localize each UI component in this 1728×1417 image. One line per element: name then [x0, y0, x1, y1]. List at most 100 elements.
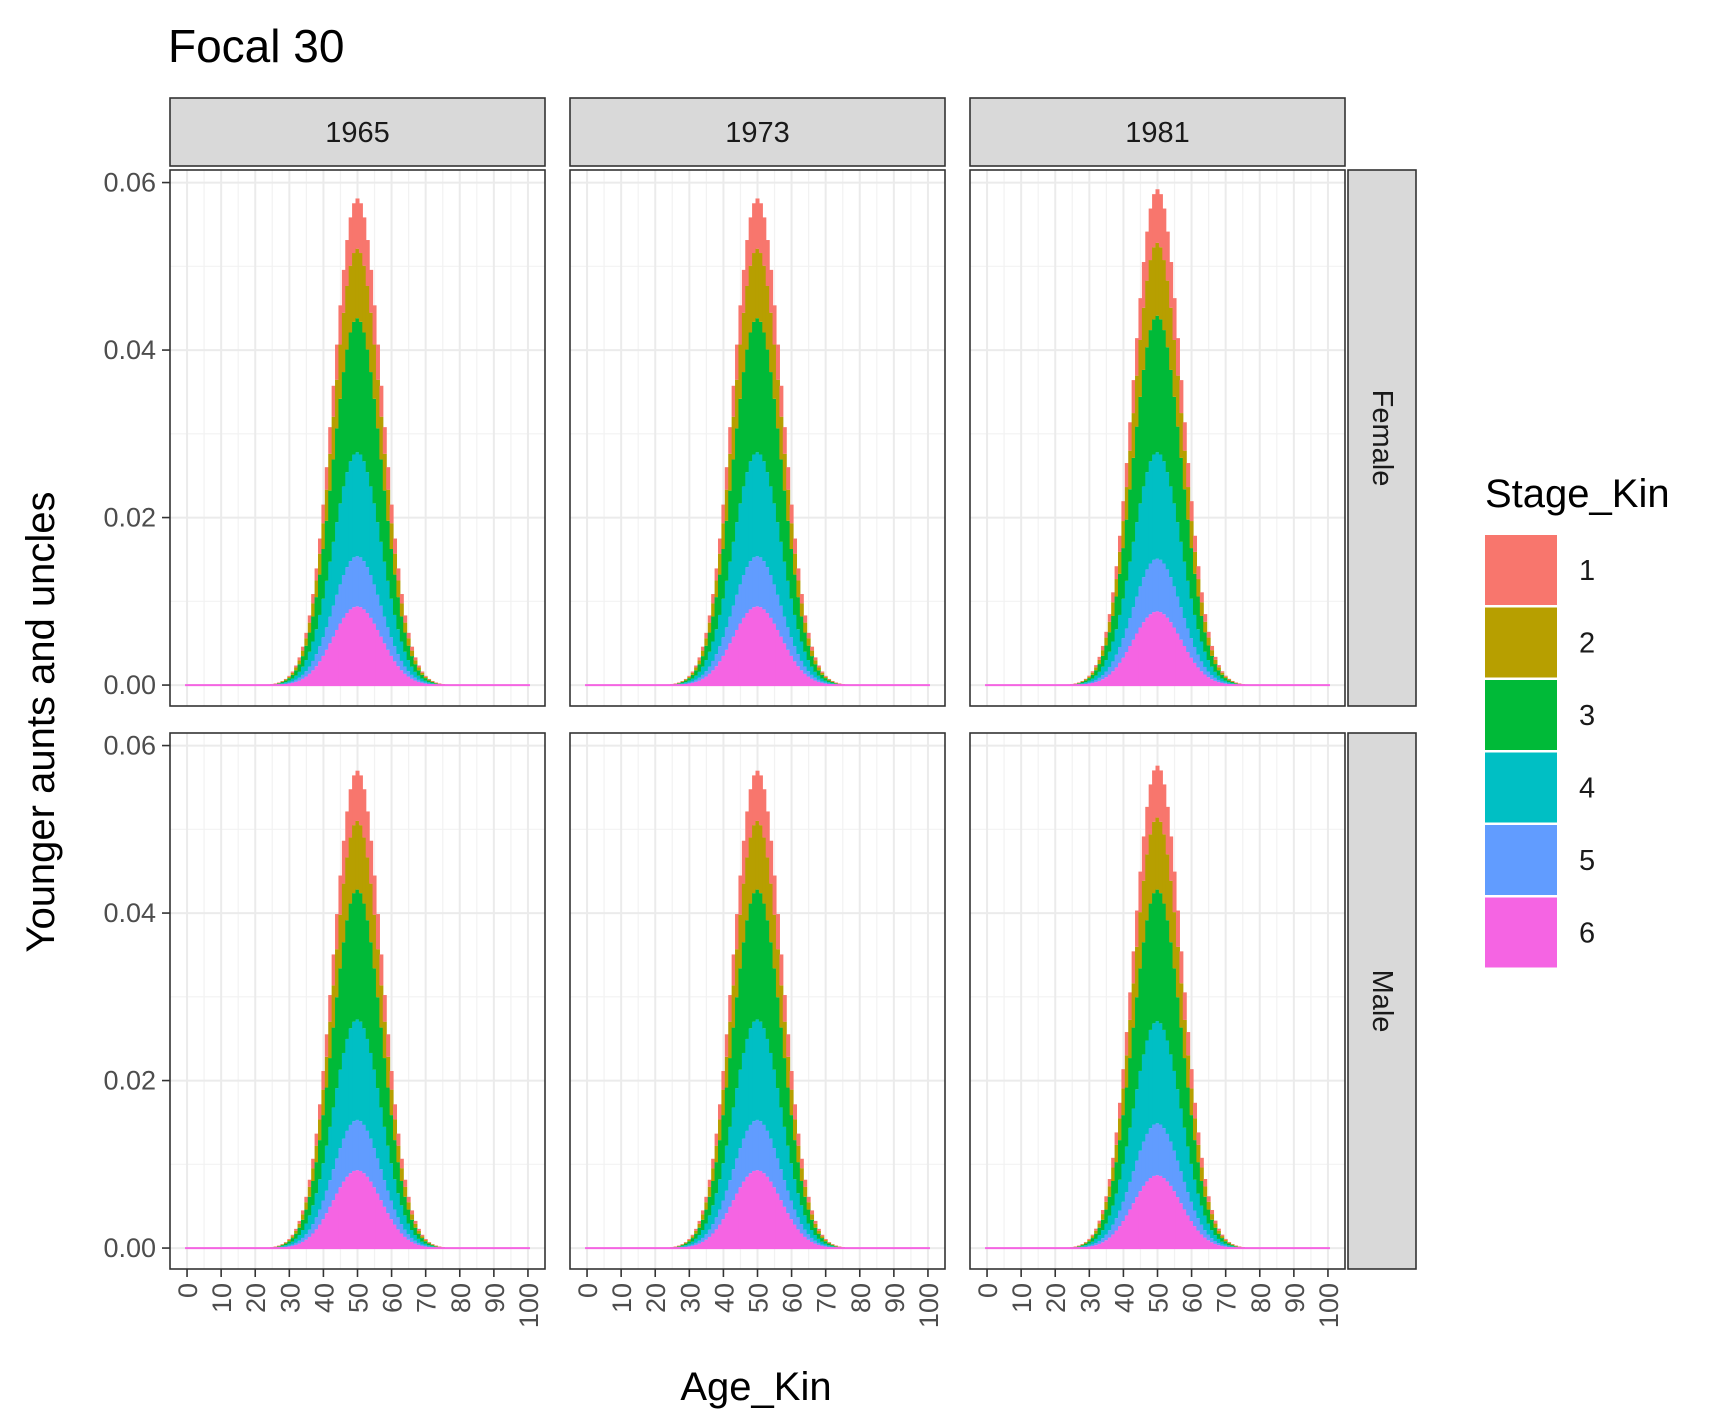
bar-segment-stage-1	[1087, 675, 1092, 677]
bar-segment-stage-3	[433, 683, 438, 684]
bar-segment-stage-6	[375, 629, 380, 686]
bar-segment-stage-4	[1111, 1205, 1116, 1225]
bar-segment-stage-4	[420, 1241, 425, 1245]
bar-segment-stage-4	[345, 472, 350, 568]
bar-segment-stage-5	[741, 575, 746, 618]
bar-segment-stage-2	[748, 837, 753, 904]
bar-segment-stage-3	[1083, 1243, 1088, 1246]
bar-segment-stage-1	[369, 269, 374, 313]
bar-segment-stage-3	[1131, 1027, 1136, 1109]
bar-segment-stage-6	[755, 1170, 760, 1249]
bar-segment-stage-6	[717, 661, 723, 686]
bar-segment-stage-6	[335, 629, 340, 686]
bar-segment-stage-6	[1182, 645, 1187, 686]
bar-segment-stage-4	[745, 1038, 750, 1131]
bar-segment-stage-4	[1128, 561, 1133, 619]
bar-segment-stage-4	[283, 1245, 288, 1247]
bar-segment-stage-6	[386, 649, 391, 686]
bar-segment-stage-4	[324, 580, 329, 628]
bar-segment-stage-4	[1230, 683, 1235, 685]
bar-segment-stage-4	[1182, 1127, 1187, 1182]
bar-segment-stage-4	[392, 1179, 398, 1210]
bar-segment-stage-3	[762, 903, 767, 1029]
bar-segment-stage-2	[362, 837, 367, 904]
bar-segment-stage-4	[410, 666, 415, 675]
bar-segment-stage-3	[1114, 1162, 1119, 1194]
bar-segment-stage-2	[813, 1223, 818, 1228]
bar-segment-stage-1	[420, 1234, 425, 1237]
bar-segment-stage-5	[314, 1217, 319, 1230]
bar-segment-stage-1	[277, 682, 282, 684]
bar-segment-stage-5	[1182, 618, 1187, 646]
x-tick-label: 0	[973, 1283, 1003, 1298]
bar-segment-stage-1	[765, 240, 770, 286]
facet-strip-column	[169, 97, 546, 167]
bar-segment-stage-6	[724, 1213, 729, 1249]
bar-segment-stage-1	[765, 811, 770, 858]
bar-segment-stage-3	[779, 459, 784, 542]
bar-segment-stage-6	[745, 1176, 750, 1249]
bar-segment-stage-2	[1223, 1239, 1228, 1242]
x-tick-label: 0	[173, 1283, 203, 1298]
bar-segment-stage-4	[1203, 651, 1208, 667]
bar-segment-stage-2	[379, 985, 384, 1028]
bar-segment-stage-4	[1152, 1023, 1157, 1125]
bar-segment-stage-3	[1227, 680, 1232, 683]
bar-segment-stage-1	[311, 594, 316, 604]
bar-segment-stage-3	[1114, 596, 1119, 630]
bar-segment-stage-2	[687, 676, 692, 679]
bar-segment-stage-5	[714, 654, 719, 667]
bar-segment-stage-3	[1192, 573, 1198, 615]
bar-segment-stage-4	[283, 682, 288, 684]
bar-segment-stage-1	[752, 775, 757, 826]
bar-segment-stage-6	[1097, 1243, 1102, 1249]
bar-segment-stage-4	[1192, 614, 1198, 647]
bar-segment-stage-3	[1152, 893, 1157, 1024]
panel-border	[169, 169, 546, 707]
bar-segment-stage-6	[1203, 1237, 1208, 1249]
bar-segment-stage-1	[321, 1071, 326, 1090]
bar-segment-stage-5	[369, 1138, 374, 1182]
bar-segment-stage-1	[762, 217, 767, 266]
bar-segment-stage-5	[762, 561, 767, 610]
bar-segment-stage-2	[741, 312, 746, 373]
bar-segment-stage-4	[816, 675, 821, 680]
bar-segment-stage-4	[297, 671, 302, 678]
bar-segment-stage-5	[379, 605, 384, 637]
bar-segment-stage-3	[1128, 1058, 1133, 1128]
legend-key-3	[1485, 680, 1557, 750]
bar-segment-stage-2	[283, 1242, 288, 1244]
bar-segment-stage-6	[786, 649, 791, 686]
bar-segment-stage-5	[1162, 1128, 1167, 1179]
bar-segment-stage-3	[772, 398, 777, 504]
bar-segment-stage-2	[290, 1236, 295, 1239]
bar-segment-stage-4	[304, 1223, 309, 1235]
bar-segment-stage-4	[789, 1163, 794, 1201]
bar-segment-stage-3	[280, 682, 285, 684]
bar-segment-stage-6	[1111, 1234, 1116, 1249]
bar-segment-stage-2	[745, 857, 750, 921]
bar-segment-stage-3	[724, 520, 729, 581]
bar-segment-stage-3	[707, 632, 712, 652]
bar-segment-stage-3	[1158, 319, 1163, 455]
bar-segment-stage-3	[392, 1140, 398, 1180]
bar-segment-stage-3	[707, 1196, 712, 1216]
bar-segment-stage-4	[1087, 1243, 1092, 1246]
bar-segment-stage-1	[803, 615, 808, 623]
bar-segment-stage-4	[321, 1163, 326, 1201]
bar-segment-stage-1	[816, 1228, 821, 1231]
bar-segment-stage-5	[1158, 559, 1163, 613]
bar-segment-stage-4	[1186, 580, 1191, 629]
bar-segment-stage-3	[700, 1219, 705, 1231]
bar-segment-stage-5	[392, 1209, 398, 1225]
bar-segment-stage-1	[1124, 463, 1129, 488]
bar-segment-stage-1	[707, 1179, 712, 1187]
bar-segment-stage-6	[389, 655, 394, 686]
bar-segment-stage-1	[331, 954, 336, 986]
bar-segment-stage-3	[1083, 680, 1088, 683]
bar-segment-stage-3	[352, 321, 357, 455]
bar-segment-stage-3	[833, 1246, 838, 1247]
bar-segment-stage-2	[755, 248, 760, 319]
bar-segment-stage-4	[738, 503, 743, 585]
bar-segment-stage-6	[704, 1239, 709, 1249]
